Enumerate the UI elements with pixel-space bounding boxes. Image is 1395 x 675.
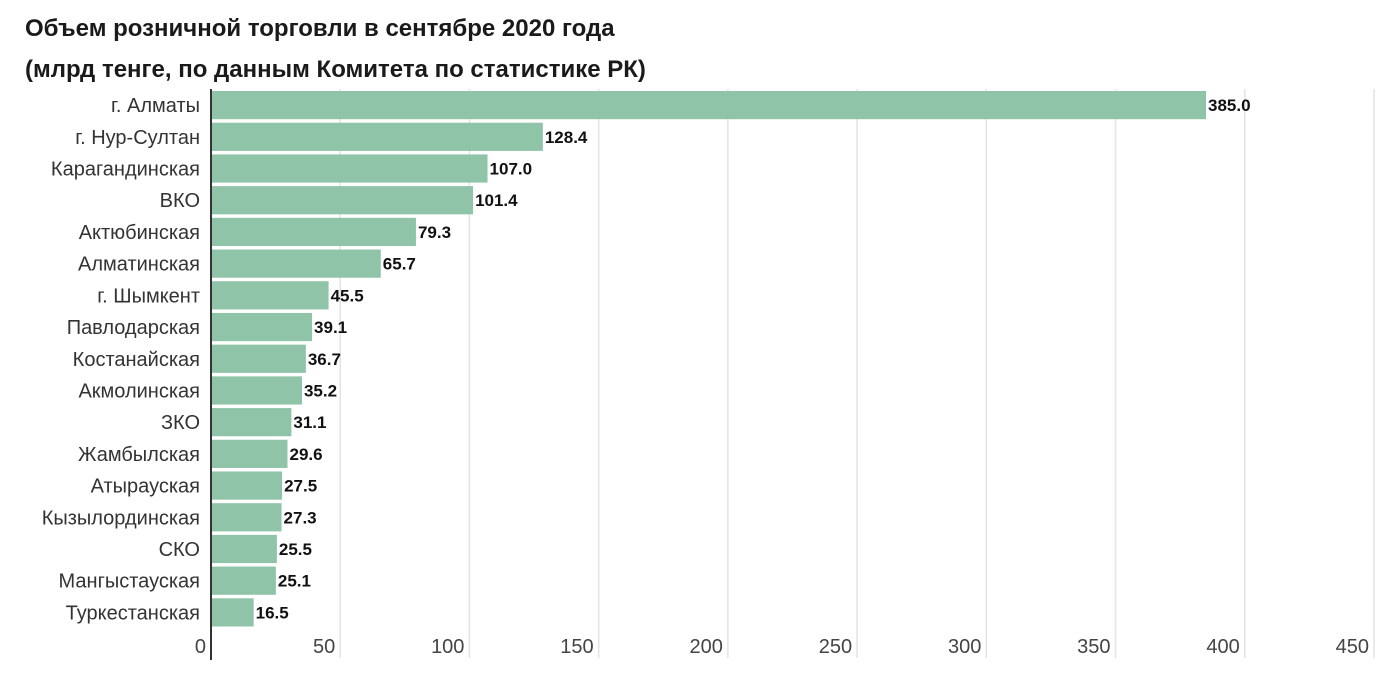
category-label: Акмолинская [78, 380, 200, 402]
bar [211, 154, 488, 183]
category-label: Актюбинская [79, 222, 200, 244]
x-tick-label: 450 [1336, 636, 1369, 658]
bar [211, 598, 254, 627]
x-tick-label: 50 [313, 636, 335, 658]
x-tick-label: 0 [195, 636, 206, 658]
value-label: 385.0 [1208, 96, 1251, 115]
x-tick-label: 400 [1206, 636, 1239, 658]
category-label: г. Алматы [111, 95, 200, 117]
chart-subtitle: (млрд тенге, по данным Комитета по стати… [25, 56, 646, 83]
x-tick-label: 100 [431, 636, 464, 658]
category-label: Павлодарская [67, 317, 200, 339]
gridlines [339, 89, 1375, 658]
bar [211, 217, 416, 247]
value-label: 36.7 [308, 350, 341, 369]
category-label: ВКО [160, 190, 200, 212]
value-label: 25.5 [279, 540, 312, 559]
bar [211, 249, 381, 278]
x-tick-labels: 0 50 100 150 200 250 300 350 400 450 [195, 636, 1369, 658]
bar [211, 471, 283, 500]
category-label: г. Нур-Султан [75, 127, 200, 149]
bar [211, 534, 277, 564]
category-label: г. Шымкент [97, 285, 200, 307]
category-label: Карагандинская [51, 159, 200, 181]
bar [211, 344, 306, 373]
x-tick-label: 250 [819, 636, 852, 658]
x-tick-label: 200 [690, 636, 723, 658]
value-label: 128.4 [545, 128, 588, 147]
bars [211, 91, 1207, 627]
value-label: 39.1 [314, 318, 347, 337]
category-label: Мангыстауская [59, 571, 200, 593]
chart-title: Объем розничной торговли в сентябре 2020… [25, 15, 615, 42]
value-labels: 385.0 128.4 107.0 101.4 79.365.7 45.5 39.1 36.7… [256, 96, 1251, 622]
bar [211, 312, 313, 342]
value-label: 79.3 [418, 223, 451, 242]
bar [211, 376, 302, 405]
value-label: 107.0 [490, 160, 533, 179]
x-tick-label: 350 [1077, 636, 1110, 658]
category-label: Кызылординская [42, 507, 200, 529]
bar [211, 281, 329, 310]
x-tick-label: 150 [560, 636, 593, 658]
bar [211, 439, 288, 468]
value-label: 27.3 [284, 508, 317, 527]
bar [211, 408, 292, 437]
x-tick-label: 300 [948, 636, 981, 658]
bar [211, 122, 543, 151]
category-label: СКО [159, 539, 200, 561]
value-label: 16.5 [256, 603, 289, 622]
category-label: Туркестанская [66, 602, 200, 624]
category-label: ЗКО [161, 412, 200, 434]
category-label: Костанайская [73, 349, 200, 371]
bar [211, 91, 1207, 120]
value-label: 27.5 [284, 477, 317, 496]
bar [211, 186, 474, 215]
category-label: Алматинская [78, 254, 200, 276]
value-label: 101.4 [475, 191, 518, 210]
value-label: 35.2 [304, 381, 337, 400]
bar [211, 566, 276, 595]
bar [211, 503, 282, 532]
value-label: 31.1 [293, 413, 326, 432]
value-label: 45.5 [331, 286, 364, 305]
value-label: 25.1 [278, 572, 311, 591]
category-label: Атырауская [91, 476, 200, 498]
value-label: 29.6 [289, 445, 322, 464]
category-label: Жамбылская [78, 444, 200, 466]
value-label: 65.7 [383, 255, 416, 274]
category-labels: г. Алматы г. Нур-Султан Карагандинская ВКО А… [42, 95, 200, 624]
